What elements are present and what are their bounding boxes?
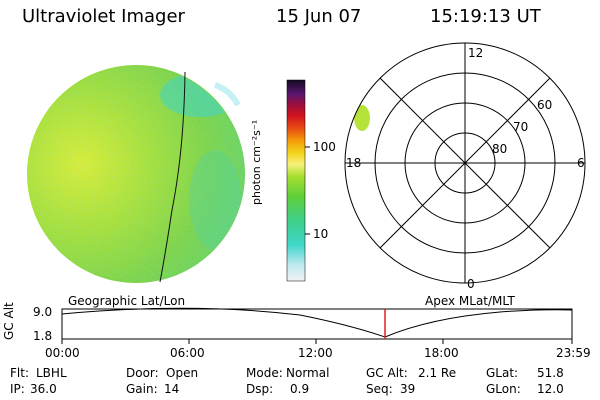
polar-plot [344, 42, 586, 284]
mlat-label-80: 80 [492, 142, 508, 156]
status-mode-label: Mode: [246, 366, 283, 380]
mlt-label-6: 6 [577, 156, 585, 170]
status-ip-value: 36.0 [30, 382, 57, 396]
geographic-title: Geographic Lat/Lon [68, 294, 186, 308]
colorbar-unit-label: photon cm⁻²s⁻¹ [250, 119, 263, 205]
status-flt-value: LBHL [36, 366, 67, 380]
status-door-label: Door: [126, 366, 159, 380]
instrument-title: Ultraviolet Imager [22, 6, 185, 27]
status-glat-value: 51.8 [537, 366, 564, 380]
status-gain-value: 14 [164, 382, 180, 396]
status-mode-value: Normal [286, 366, 330, 380]
x-tick-0600: 06:00 [170, 346, 205, 360]
y-tick-9: 9.0 [33, 305, 53, 319]
altitude-curve [61, 307, 573, 338]
y-tick-1-8: 1.8 [33, 329, 53, 343]
status-dsp-label: Dsp: [246, 382, 274, 396]
status-glat-label: GLat: [486, 366, 519, 380]
colorbar-tick-10: 10 [313, 227, 329, 241]
status-seq-label: Seq: [366, 382, 393, 396]
mlat-label-60: 60 [537, 98, 553, 112]
x-tick-0000: 00:00 [45, 346, 80, 360]
status-gcalt-value: 2.1 Re [418, 366, 457, 380]
uv-image-disk [27, 65, 245, 283]
colorbar-tick-100: 100 [313, 140, 336, 154]
apex-title: Apex MLat/MLT [425, 294, 515, 308]
mlt-label-0: 0 [467, 277, 475, 291]
status-seq-value: 39 [400, 382, 416, 396]
status-door-value: Open [166, 366, 199, 380]
status-glon-label: GLon: [486, 382, 521, 396]
x-tick-2359: 23:59 [556, 346, 591, 360]
x-tick-1800: 18:00 [424, 346, 459, 360]
status-glon-value: 12.0 [537, 382, 564, 396]
terminator-line [159, 71, 186, 283]
status-gcalt-label: GC Alt: [366, 366, 408, 380]
colorbar [286, 79, 310, 282]
mlat-label-70: 70 [513, 120, 529, 134]
gc-alt-axis-label: GC Alt [2, 302, 16, 340]
auroral-patch [354, 105, 370, 131]
mlt-label-12: 12 [468, 46, 484, 60]
status-ip-label: IP: [10, 382, 25, 396]
status-gain-label: Gain: [126, 382, 158, 396]
status-dsp-value: 0.9 [290, 382, 310, 396]
altitude-plot [61, 307, 573, 344]
status-flt-label: Flt: [10, 366, 29, 380]
x-tick-1200: 12:00 [298, 346, 333, 360]
time-label: 15:19:13 UT [430, 6, 541, 27]
mlt-label-18: 18 [346, 156, 362, 170]
date-label: 15 Jun 07 [276, 6, 362, 27]
